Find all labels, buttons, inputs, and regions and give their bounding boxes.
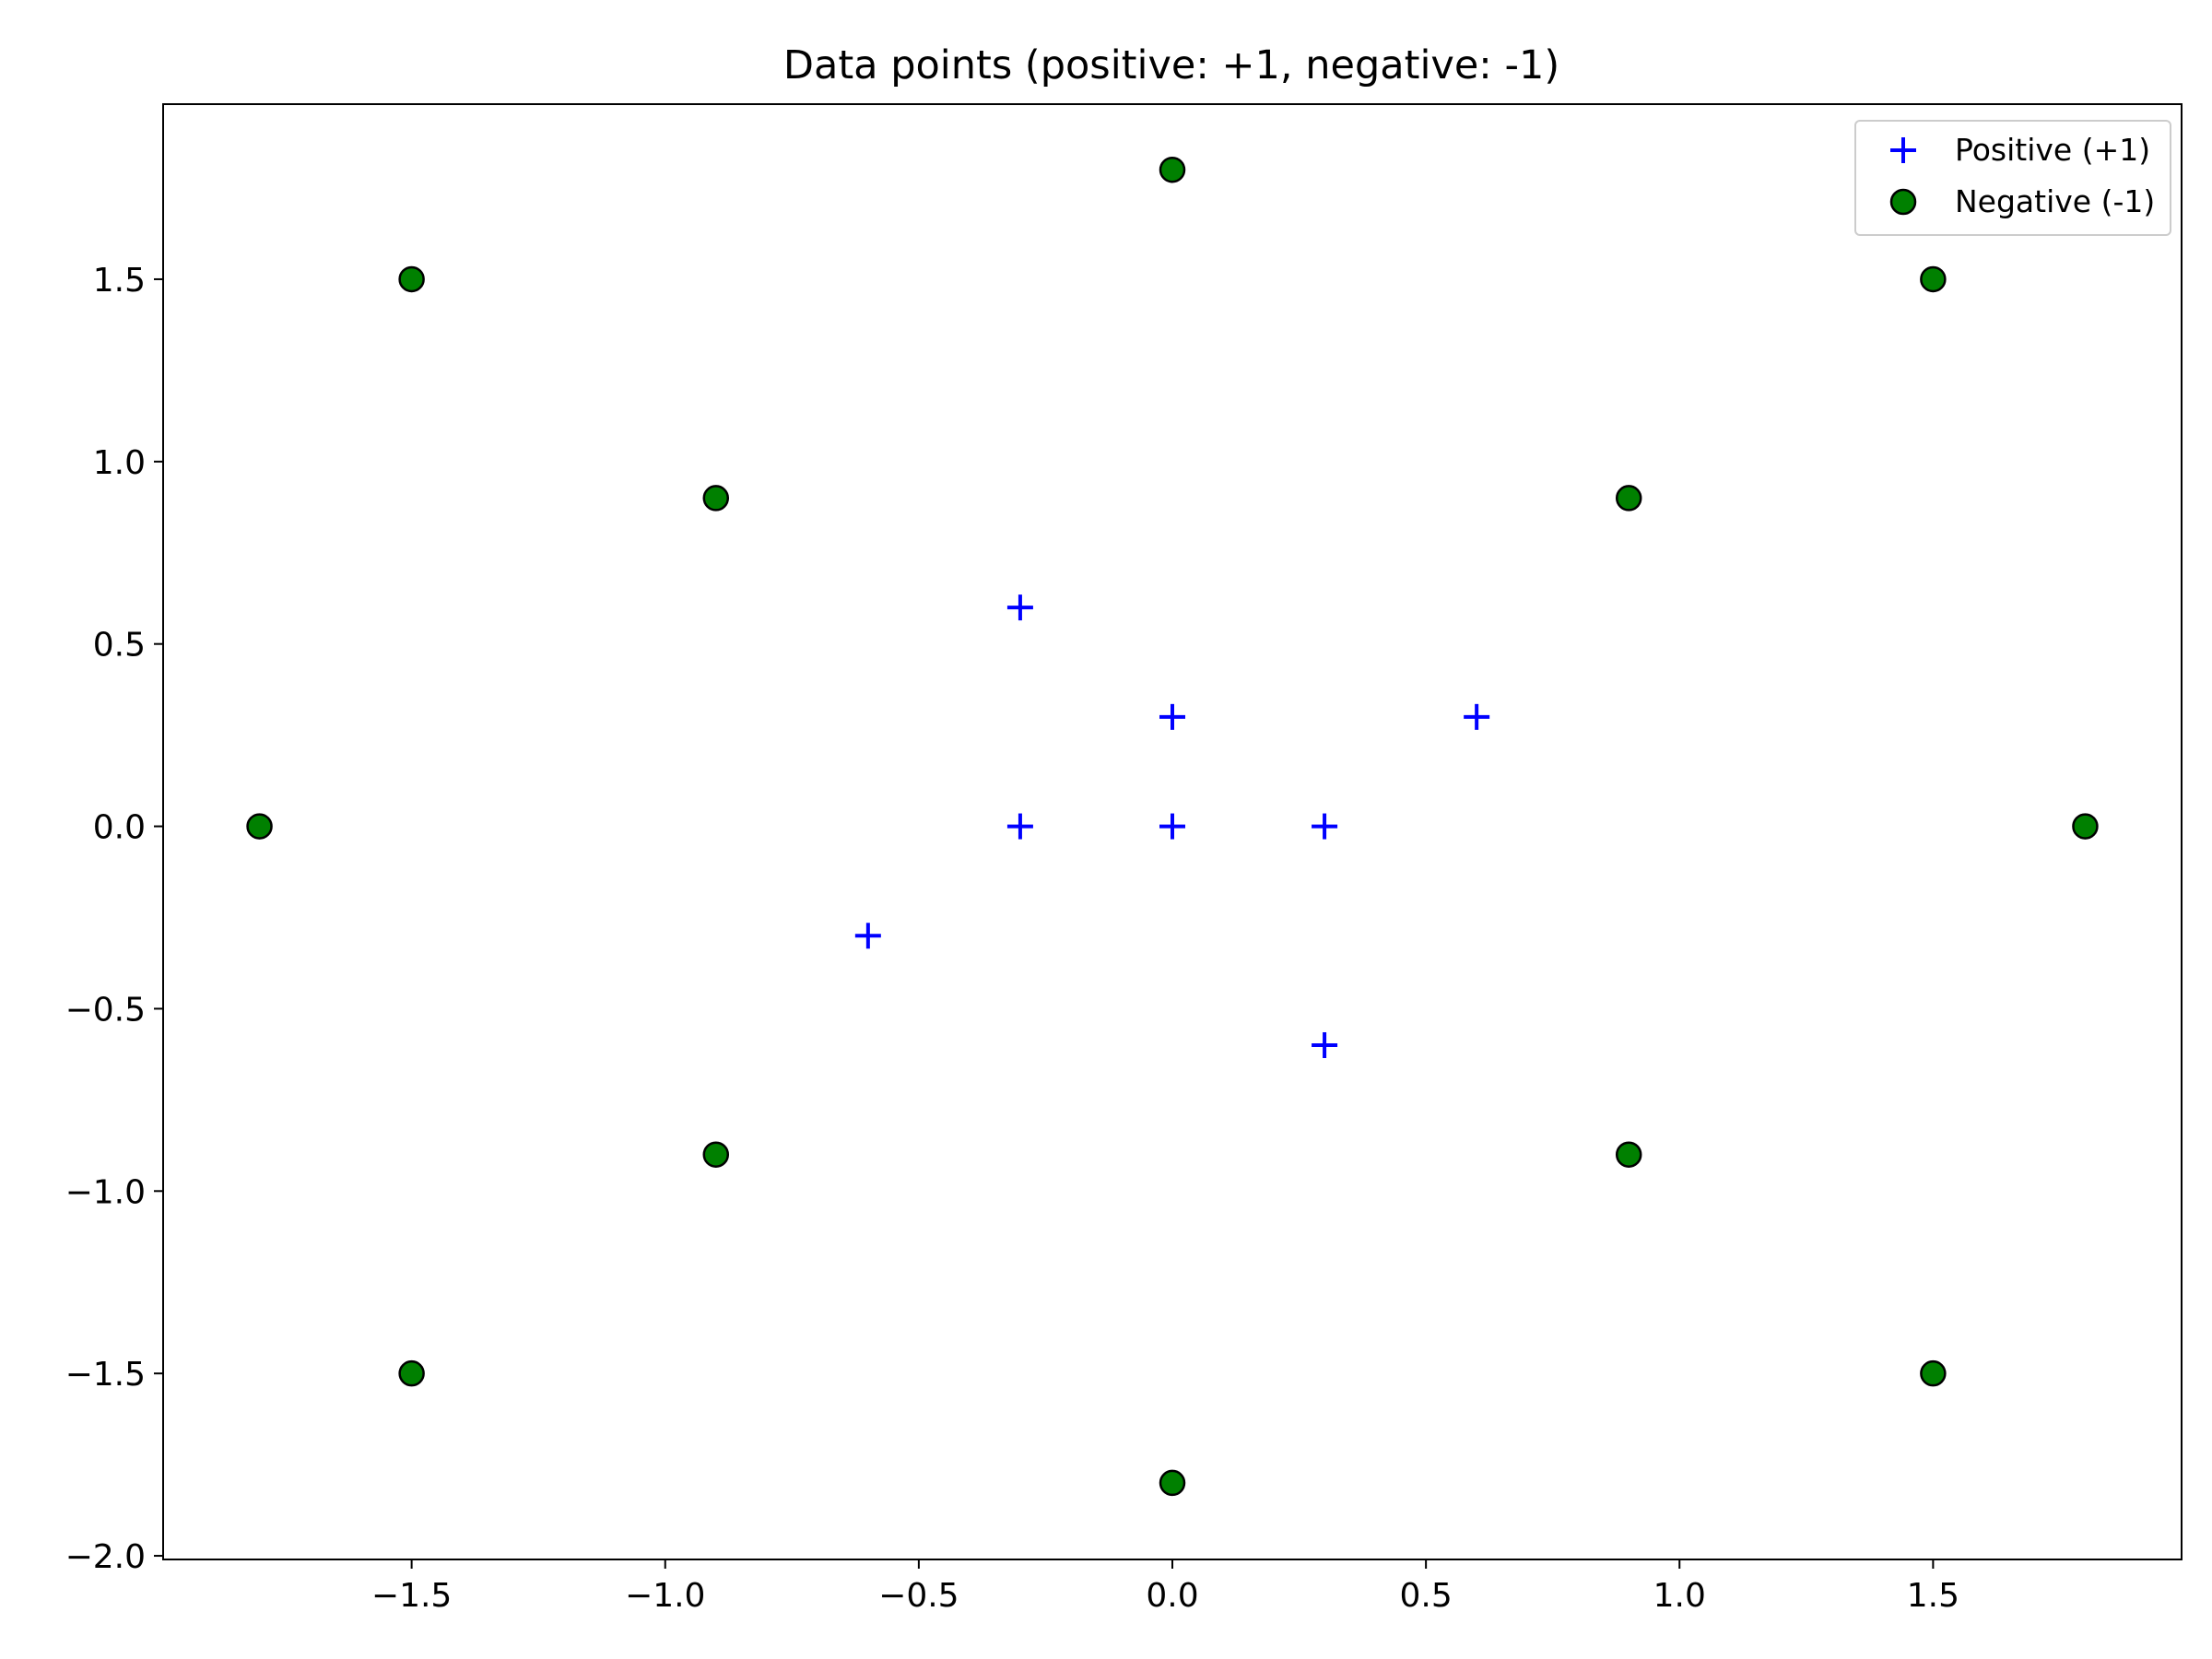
legend: Positive (+1) Negative (-1) bbox=[1854, 120, 2171, 236]
y-tick-label: −0.5 bbox=[65, 991, 146, 1029]
positive-point bbox=[1006, 594, 1033, 621]
legend-label: Negative (-1) bbox=[1955, 183, 2155, 219]
negative-point bbox=[702, 1141, 730, 1168]
negative-point bbox=[1920, 1359, 1947, 1387]
y-tick-label: −1.5 bbox=[65, 1356, 146, 1394]
x-axis-ticks: −1.5 −1.0 −0.5 0.0 0.5 1.0 1.5 bbox=[371, 1559, 1959, 1615]
x-tick-label: 1.0 bbox=[1653, 1577, 1706, 1615]
negative-point bbox=[2072, 813, 2099, 840]
negative-point bbox=[246, 813, 273, 840]
legend-label: Positive (+1) bbox=[1955, 132, 2150, 168]
legend-box bbox=[1854, 120, 2171, 236]
negative-point bbox=[1920, 265, 1947, 293]
positive-point bbox=[1312, 1032, 1338, 1059]
y-tick-label: −1.0 bbox=[65, 1173, 146, 1211]
negative-point bbox=[1159, 156, 1186, 183]
positive-point bbox=[1312, 813, 1338, 840]
x-tick-label: −1.0 bbox=[625, 1577, 705, 1615]
negative-point bbox=[398, 1359, 425, 1387]
positive-point bbox=[1159, 703, 1185, 730]
data-points bbox=[246, 156, 2099, 1497]
negative-point bbox=[398, 265, 425, 293]
y-tick-label: 1.0 bbox=[93, 444, 146, 482]
x-tick-label: −0.5 bbox=[878, 1577, 959, 1615]
positive-point bbox=[1464, 703, 1490, 730]
negative-point bbox=[1615, 485, 1642, 512]
positive-point bbox=[854, 923, 881, 949]
x-tick-label: 0.5 bbox=[1399, 1577, 1452, 1615]
y-tick-label: 0.5 bbox=[93, 627, 146, 665]
legend-negative-marker bbox=[1889, 188, 1917, 216]
positive-point bbox=[1006, 813, 1033, 840]
negative-point bbox=[702, 485, 730, 512]
x-tick-label: 1.5 bbox=[1907, 1577, 1959, 1615]
chart-title: Data points (positive: +1, negative: -1) bbox=[783, 42, 1559, 88]
y-tick-label: −2.0 bbox=[65, 1538, 146, 1576]
x-tick-label: −1.5 bbox=[371, 1577, 452, 1615]
y-tick-label: 1.5 bbox=[93, 262, 146, 300]
legend-positive-marker bbox=[1890, 137, 1916, 163]
y-axis-ticks: −2.0 −1.5 −1.0 −0.5 0.0 0.5 1.0 1.5 bbox=[65, 262, 163, 1576]
plot-frame bbox=[162, 103, 2183, 1560]
negative-point bbox=[1159, 1469, 1186, 1497]
x-tick-label: 0.0 bbox=[1146, 1577, 1198, 1615]
y-tick-label: 0.0 bbox=[93, 809, 146, 847]
positive-point bbox=[1159, 813, 1185, 840]
negative-point bbox=[1615, 1141, 1642, 1168]
